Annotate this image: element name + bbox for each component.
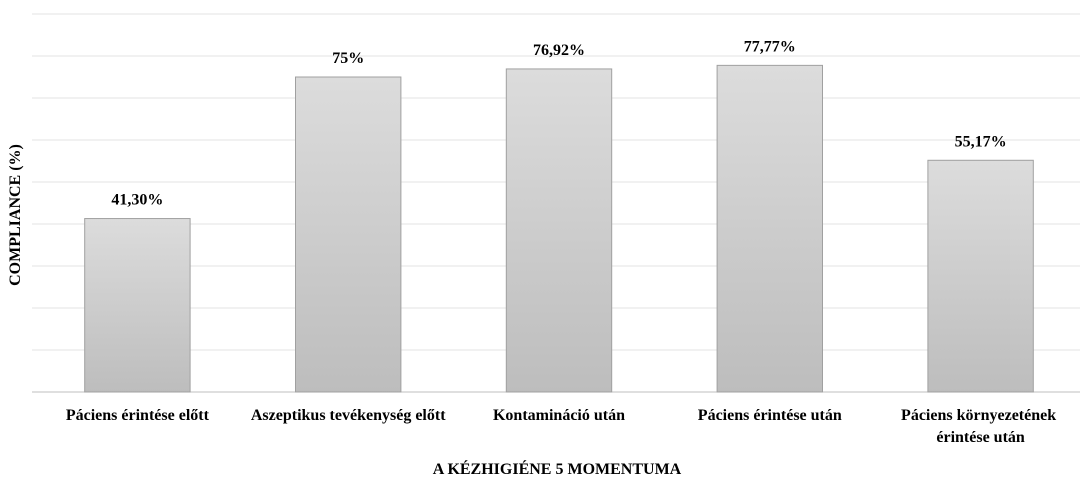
- x-tick-label: Aszeptikus tevékenység előtt: [251, 407, 446, 424]
- data-label: 75%: [332, 50, 364, 67]
- bar: [505, 68, 613, 393]
- bar: [84, 218, 191, 393]
- x-tick-label: Páciens környezetének érintése után: [901, 407, 1060, 446]
- x-tick-label: Páciens érintése előtt: [66, 407, 210, 424]
- x-tick-label: Páciens érintése után: [698, 407, 842, 424]
- data-label: 76,92%: [533, 42, 585, 59]
- x-tick-label: Kontamináció után: [493, 407, 625, 424]
- x-axis-label: A KÉZHIGIÉNE 5 MOMENTUMA: [433, 459, 682, 478]
- bar: [927, 159, 1034, 393]
- data-label: 55,17%: [955, 133, 1007, 150]
- data-label: 41,30%: [111, 192, 163, 209]
- bar: [716, 64, 823, 393]
- bar: [295, 76, 402, 393]
- data-label: 77,77%: [744, 38, 796, 55]
- y-axis-label: COMPLIANCE (%): [7, 144, 24, 286]
